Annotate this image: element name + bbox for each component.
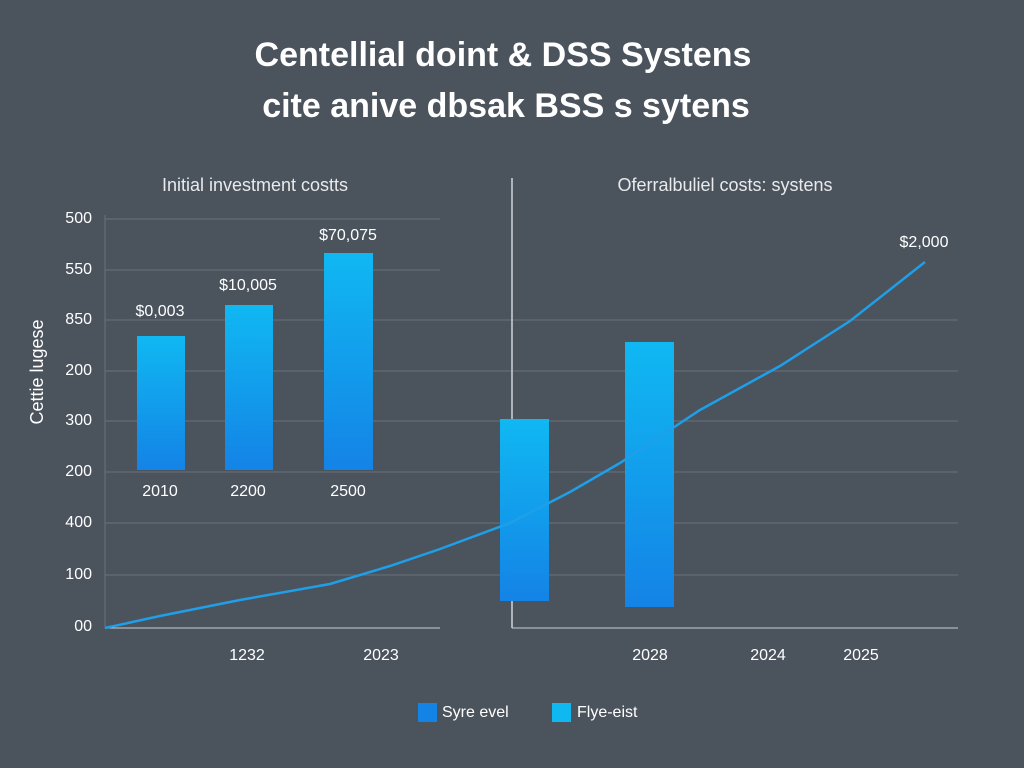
y-tick-label: 850 [65, 311, 92, 328]
legend-label: Flye-eist [577, 704, 638, 721]
data-label: $0,003 [136, 303, 185, 320]
y-tick-label: 400 [65, 514, 92, 531]
y-tick-label: 300 [65, 412, 92, 429]
y-tick-label: 200 [65, 463, 92, 480]
bar [324, 253, 373, 470]
trend-line [104, 261, 926, 630]
x-tick-label: 2025 [843, 647, 879, 664]
title: Centellial doint & DSS Systens [255, 36, 752, 74]
bar [625, 342, 674, 607]
legend-label: Syre evel [442, 704, 509, 721]
y-tick-label: 550 [65, 261, 92, 278]
data-label: $70,075 [319, 227, 377, 244]
x-tick-label: 2023 [363, 647, 399, 664]
x-tick-label: 2500 [330, 483, 366, 500]
x-tick-label: 2024 [750, 647, 786, 664]
y-tick-label: 500 [65, 210, 92, 227]
data-label: $10,005 [219, 277, 277, 294]
x-tick-label: 2028 [632, 647, 668, 664]
legend-swatch [552, 703, 571, 722]
bars [137, 253, 674, 607]
subtitle: Initial investment costts [162, 175, 348, 195]
y-tick-label: 100 [65, 566, 92, 583]
legend: Syre evel Flye-eist [418, 703, 638, 722]
y-labels: 500 550 850 200 300 200 400 100 00 [65, 210, 92, 635]
y-tick-label: 00 [74, 618, 92, 635]
labels: $0,003 $10,005 $70,075 2010 2200 2500 12… [136, 227, 949, 664]
data-label: $2,000 [900, 234, 949, 251]
x-tick-label: 1232 [229, 647, 265, 664]
subtitle: Oferrаlbuliel costs: systens [617, 175, 832, 195]
bar [500, 419, 549, 601]
bar [137, 336, 185, 470]
bar [225, 305, 273, 470]
x-tick-label: 2200 [230, 483, 266, 500]
y-tick-label: 200 [65, 362, 92, 379]
x-tick-label: 2010 [142, 483, 178, 500]
y-axis-title: Cettie lugese [27, 319, 47, 424]
title: cite anive dbsak BSS s sytens [262, 87, 750, 125]
legend-swatch [418, 703, 437, 722]
